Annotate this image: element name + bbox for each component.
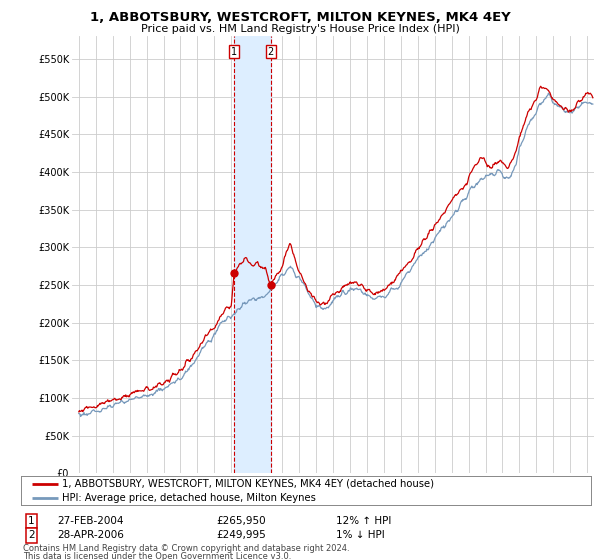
Bar xyxy=(234,36,271,473)
Text: 1, ABBOTSBURY, WESTCROFT, MILTON KEYNES, MK4 4EY: 1, ABBOTSBURY, WESTCROFT, MILTON KEYNES,… xyxy=(89,11,511,24)
Text: 1% ↓ HPI: 1% ↓ HPI xyxy=(336,530,385,540)
Text: This data is licensed under the Open Government Licence v3.0.: This data is licensed under the Open Gov… xyxy=(23,552,291,560)
Text: £249,995: £249,995 xyxy=(216,530,266,540)
Text: 27-FEB-2004: 27-FEB-2004 xyxy=(57,516,124,526)
Text: 2: 2 xyxy=(28,530,35,540)
Text: 28-APR-2006: 28-APR-2006 xyxy=(57,530,124,540)
Text: Contains HM Land Registry data © Crown copyright and database right 2024.: Contains HM Land Registry data © Crown c… xyxy=(23,544,349,553)
Text: 2: 2 xyxy=(268,46,274,57)
Text: Price paid vs. HM Land Registry's House Price Index (HPI): Price paid vs. HM Land Registry's House … xyxy=(140,24,460,34)
Text: 1: 1 xyxy=(28,516,35,526)
Text: £265,950: £265,950 xyxy=(216,516,266,526)
Text: 1, ABBOTSBURY, WESTCROFT, MILTON KEYNES, MK4 4EY (detached house): 1, ABBOTSBURY, WESTCROFT, MILTON KEYNES,… xyxy=(62,479,434,488)
Text: 1: 1 xyxy=(231,46,237,57)
Text: HPI: Average price, detached house, Milton Keynes: HPI: Average price, detached house, Milt… xyxy=(62,493,316,502)
Text: 12% ↑ HPI: 12% ↑ HPI xyxy=(336,516,391,526)
